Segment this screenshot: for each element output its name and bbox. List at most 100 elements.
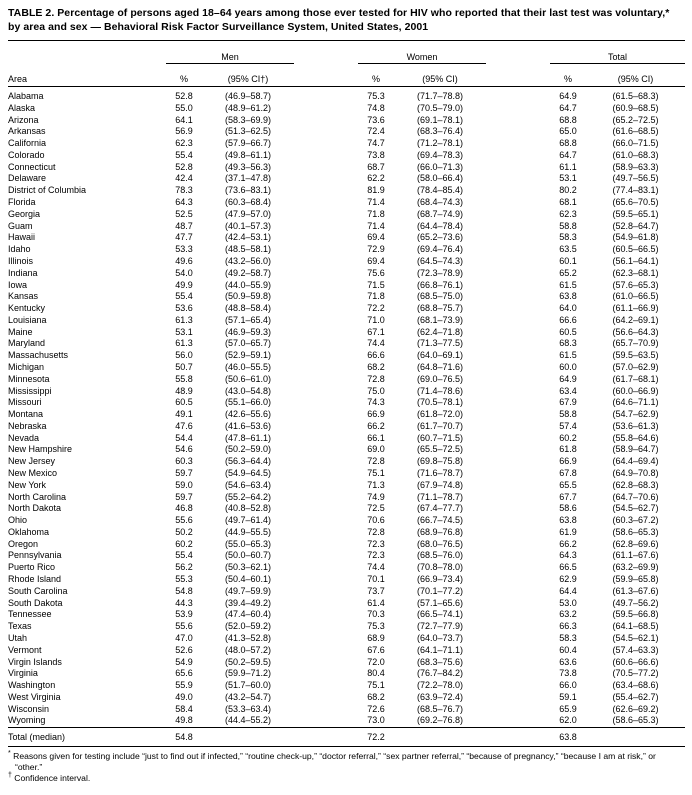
ci-cell: (47.9–57.0) [224,208,272,219]
percent-cell: 66.9 [559,456,577,467]
ci-cell: (54.6–63.4) [224,479,272,490]
percent-cell: 62.3 [559,208,577,219]
percent-cell: 72.5 [367,503,385,514]
ci-cell: (49.7–61.4) [224,515,272,526]
percent-cell: 65.6 [175,668,193,679]
percent-cell: 64.7 [559,149,577,160]
percent-cell: 72.4 [367,126,385,137]
spacer-cell [486,492,550,504]
area-cell: New Hampshire [8,444,73,455]
table-row: Minnesota 55.8 (50.6–61.0) 72.8 (69.0–76.5) 6… [8,374,685,386]
ci-cell: (47.8–61.1) [224,432,272,443]
percent-cell: 61.9 [559,526,577,537]
spacer-cell [294,197,358,209]
percent-cell: 66.2 [559,538,577,549]
ci-cell [394,727,487,748]
ci-cell: (50.2–59.5) [224,656,272,667]
percent-cell: 75.3 [367,91,385,101]
ci-cell: (49.7–56.5) [612,173,659,184]
ci-cell: (52.0–59.2) [224,621,272,632]
percent-cell: 60.2 [559,432,577,443]
table-row: Delaware 42.4 (37.1–47.8) 62.2 (58.0–66.4) 53… [8,173,685,185]
percent-cell: 54.6 [175,444,193,455]
percent-cell: 61.4 [367,597,385,608]
ci-cell: (65.5–72.5) [417,444,464,455]
table-row: Alaska 55.0 (48.9–61.2) 74.8 (70.5–79.0) 64.7… [8,103,685,115]
table-title: TABLE 2. Percentage of persons aged 18–6… [8,7,685,34]
percent-cell: 62.2 [367,173,385,184]
spacer-cell [486,303,550,315]
ci-cell: (61.6–68.5) [612,126,659,137]
ci-cell: (43.0–54.8) [224,385,272,396]
area-cell: Florida [8,197,36,208]
spacer-cell [486,668,550,680]
percent-cell: 71.4 [367,220,385,231]
ci-cell: (69.1–78.1) [417,114,464,125]
ci-cell: (71.3–77.5) [417,338,464,349]
spacer-cell [486,539,550,551]
spacer-cell [486,586,550,598]
percent-cell: 55.4 [175,291,193,302]
percent-cell: 52.6 [175,644,193,655]
ci-cell: (43.2–56.0) [224,255,272,266]
spacer-cell [486,657,550,669]
group-spacer [486,40,551,64]
percent-cell: 60.3 [175,456,193,467]
table-row: Alabama 52.8 (46.9–58.7) 75.3 (71.7–78.8) 64.… [8,87,685,103]
percent-cell: 68.8 [559,114,577,125]
spacer-cell [486,126,550,138]
percent-cell: 59.7 [175,468,193,478]
column-header-men-percent: % [166,63,202,87]
ci-cell: (69.0–76.5) [417,373,464,384]
area-cell: Vermont [8,644,42,655]
ci-cell: (71.6–78.7) [417,468,464,478]
table-row: New Mexico 59.7 (54.9–64.5) 75.1 (71.6–78.7)… [8,468,685,480]
table-row: Ohio 55.6 (49.7–61.4) 70.6 (66.7–74.5) 63.8 (6… [8,515,685,527]
percent-cell: 64.1 [175,114,193,125]
percent-cell: 81.9 [367,185,385,196]
spacer-cell [294,727,359,748]
area-cell: Wyoming [8,715,46,726]
column-spacer [294,63,359,87]
spacer-cell [294,633,358,645]
percent-cell: 64.9 [559,373,577,384]
spacer-cell [294,409,358,421]
ci-cell: (73.6–83.1) [224,185,272,196]
ci-cell: (56.1–64.1) [612,255,659,266]
table-row: Hawaii 47.7 (42.4–53.1) 69.4 (65.2–73.6) 58.3… [8,232,685,244]
table-row: Arkansas 56.9 (51.3–62.5) 72.4 (68.3–76.4) 65… [8,126,685,138]
ci-cell: (39.4–49.2) [224,597,272,608]
area-cell: Total (median) [8,727,166,748]
ci-cell: (61.1–67.6) [612,550,659,561]
percent-cell: 55.3 [175,574,193,585]
ci-cell: (70.1–77.2) [417,585,464,596]
percent-cell: 70.6 [367,515,385,526]
area-cell: Nebraska [8,420,47,431]
spacer-cell [294,715,358,727]
spacer-cell [486,680,550,692]
table-foot: Total (median) 54.8 72.2 63.8 [8,727,686,748]
spacer-cell [294,657,358,669]
area-cell: Nevada [8,432,40,443]
area-cell: Hawaii [8,232,36,243]
ci-cell: (46.0–55.5) [224,361,272,372]
spacer-cell [486,633,550,645]
ci-cell: (54.5–62.7) [612,503,659,514]
ci-cell: (62.8–68.3) [612,479,659,490]
percent-cell: 66.2 [367,420,385,431]
ci-cell: (60.6–66.6) [612,656,659,667]
spacer-cell [294,256,358,268]
ci-cell: (49.8–61.1) [224,149,272,160]
percent-cell: 48.7 [175,220,193,231]
percent-cell: 68.9 [367,632,385,643]
table-row: South Dakota 44.3 (39.4–49.2) 61.4 (57.1–65.… [8,598,685,610]
percent-cell: 66.1 [367,432,385,443]
ci-cell: (60.0–66.9) [612,385,659,396]
spacer-cell [294,115,358,127]
percent-cell: 69.4 [367,255,385,266]
percent-cell: 66.6 [559,314,577,325]
area-cell: Connecticut [8,161,56,172]
table-row: Maryland 61.3 (57.0–65.7) 74.4 (71.3–77.5) 68… [8,338,685,350]
table-row: Wyoming 49.8 (44.4–55.2) 73.0 (69.2–76.8) 62.… [8,715,685,727]
spacer-cell [486,315,550,327]
